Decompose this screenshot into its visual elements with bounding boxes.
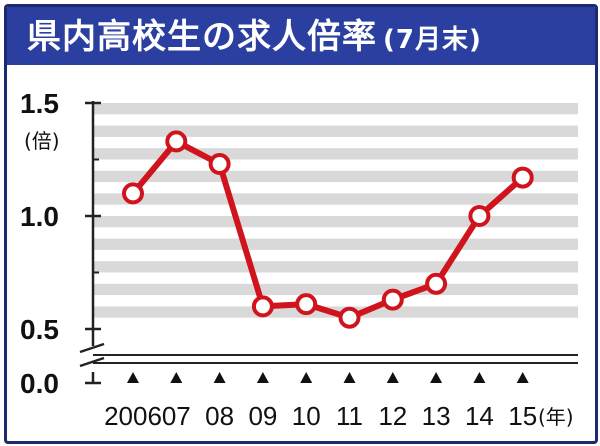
x-tick-label: 08 [205,401,234,431]
x-tick-label: 12 [378,401,407,431]
x-tick-label: 10 [292,401,321,431]
x-tick-marker [386,372,399,383]
x-tick-label: 2006 [104,401,162,431]
x-tick-marker [256,372,269,383]
grid-stripe [93,125,578,137]
chart-subtitle: (7月末) [383,25,482,55]
y-tick-label: 0.0 [20,368,59,399]
data-point [122,182,144,205]
x-tick-label: 07 [162,401,191,431]
chart-title-text: 県内高校生の求人倍率 [27,17,377,57]
x-tick-marker [473,372,486,383]
grid-stripe [93,170,578,183]
grid-stripe [93,103,578,115]
x-tick-marker [430,372,443,383]
x-tick-label: 11 [336,401,363,431]
data-point [208,153,231,176]
x-tick-marker [516,372,529,383]
data-point [165,130,188,153]
data-point [251,295,274,318]
axis-break-mark [79,342,105,368]
grid-stripe [93,261,578,273]
title-bar: 県内高校生の求人倍率 (7月末) [7,7,595,65]
grid-stripe [93,283,578,296]
x-tick-marker [213,372,226,383]
x-tick-marker [127,372,139,383]
data-point [425,272,448,295]
series-line [130,138,525,321]
data-point [381,288,404,311]
chart-title: 県内高校生の求人倍率 (7月末) [27,15,482,59]
x-axis-unit: (年) [538,405,574,429]
x-tick-marker [343,372,356,383]
grid-stripe [93,216,578,228]
data-point [338,306,361,329]
y-tick-label: 0.5 [20,314,59,345]
grid-stripe [93,148,578,160]
grid-stripe [93,238,578,250]
x-tick-marker [300,372,313,383]
data-point [511,166,534,189]
x-tick-label: 14 [465,401,494,431]
grid-stripe [93,193,578,205]
x-tick-label: 09 [248,401,277,431]
x-tick-marker [170,372,183,383]
data-point [295,293,318,316]
y-axis-unit: (倍) [24,129,60,153]
x-tick-label: 15 [508,401,537,431]
y-tick-label: 1.0 [20,201,59,232]
x-tick-label: 13 [422,401,451,431]
y-tick-label: 1.5 [20,88,59,119]
data-point [468,205,491,227]
